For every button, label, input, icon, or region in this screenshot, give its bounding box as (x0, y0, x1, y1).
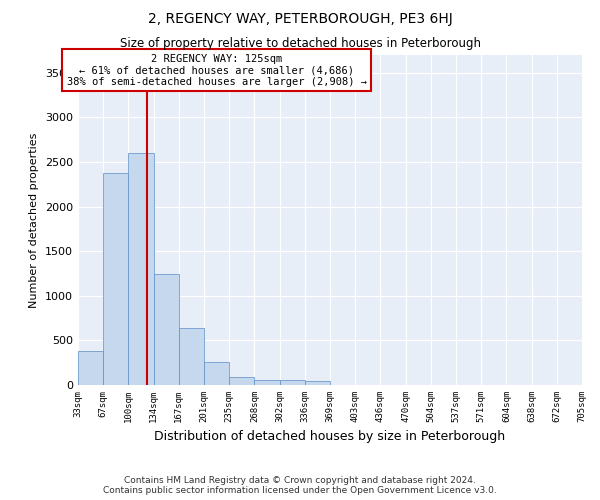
Bar (154, 274, 179, 385)
Text: Contains HM Land Registry data © Crown copyright and database right 2024.
Contai: Contains HM Land Registry data © Crown c… (103, 476, 497, 495)
Bar (204, 362, 229, 385)
Bar (229, 376, 254, 385)
Bar (179, 328, 204, 385)
Bar (305, 382, 330, 385)
Text: 2, REGENCY WAY, PETERBOROUGH, PE3 6HJ: 2, REGENCY WAY, PETERBOROUGH, PE3 6HJ (148, 12, 452, 26)
Bar (128, 153, 154, 385)
Y-axis label: Number of detached properties: Number of detached properties (29, 132, 40, 308)
Bar (103, 172, 128, 385)
Bar (78, 351, 103, 385)
X-axis label: Distribution of detached houses by size in Peterborough: Distribution of detached houses by size … (154, 430, 506, 444)
Text: Size of property relative to detached houses in Peterborough: Size of property relative to detached ho… (119, 38, 481, 51)
Text: 2 REGENCY WAY: 125sqm
← 61% of detached houses are smaller (4,686)
38% of semi-d: 2 REGENCY WAY: 125sqm ← 61% of detached … (67, 54, 367, 87)
Bar (280, 380, 305, 385)
Bar (254, 380, 280, 385)
